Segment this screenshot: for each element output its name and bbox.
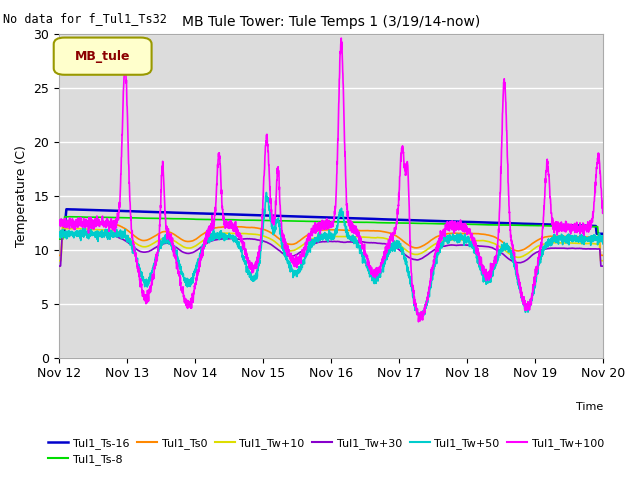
Text: Time: Time [575, 402, 603, 412]
Legend: Tul1_Ts-16, Tul1_Ts-8, Tul1_Ts0, Tul1_Tw+10, Tul1_Tw+30, Tul1_Tw+50, Tul1_Tw+100: Tul1_Ts-16, Tul1_Ts-8, Tul1_Ts0, Tul1_Tw… [44, 433, 609, 469]
FancyBboxPatch shape [54, 37, 152, 75]
Text: MB_tule: MB_tule [75, 50, 131, 63]
Title: MB Tule Tower: Tule Temps 1 (3/19/14-now): MB Tule Tower: Tule Temps 1 (3/19/14-now… [182, 15, 480, 29]
Y-axis label: Temperature (C): Temperature (C) [15, 145, 28, 247]
Text: No data for f_Tul1_Ts32: No data for f_Tul1_Ts32 [3, 12, 167, 25]
